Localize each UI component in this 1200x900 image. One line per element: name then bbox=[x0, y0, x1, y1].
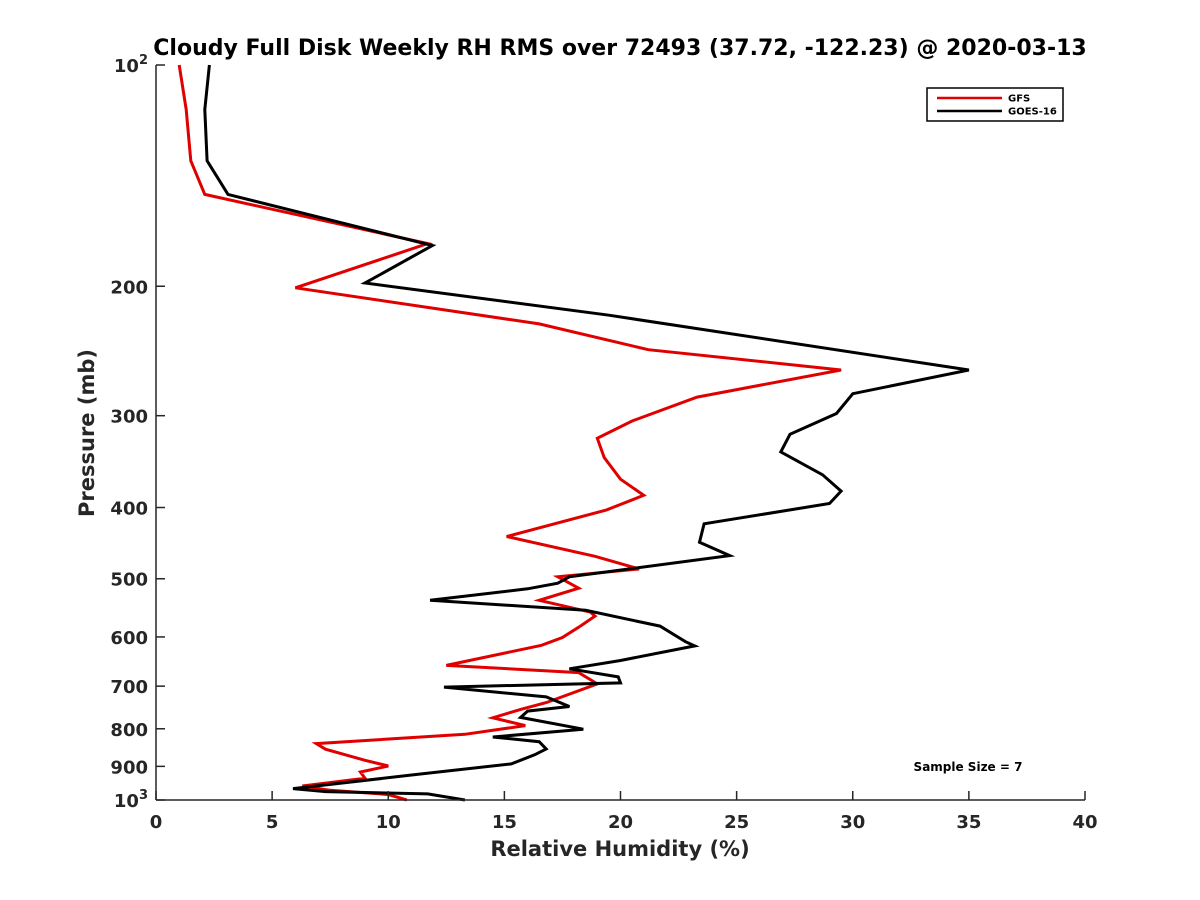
y-tick-label: 700 bbox=[110, 677, 148, 698]
chart-title: Cloudy Full Disk Weekly RH RMS over 7249… bbox=[153, 36, 1086, 61]
x-tick-label: 20 bbox=[608, 812, 633, 833]
series-layer bbox=[177, 64, 970, 802]
legend-label: GOES-16 bbox=[1008, 107, 1057, 118]
axes-layer: 0 5 10 15 20 25 30 35 40 102 200 300 400 500 600 700 800… bbox=[110, 53, 1097, 833]
x-tick-label: 15 bbox=[492, 812, 517, 833]
y-tick-label: 800 bbox=[110, 720, 148, 741]
legend-label: GFS bbox=[1008, 94, 1030, 105]
x-tick-label: 35 bbox=[956, 812, 981, 833]
series-line-goes-16 bbox=[203, 64, 970, 802]
y-tick-label: 900 bbox=[110, 757, 148, 778]
x-tick-label: 30 bbox=[840, 812, 865, 833]
x-tick-label: 5 bbox=[266, 812, 279, 833]
legend-box bbox=[926, 87, 1064, 122]
y-tick-label: 200 bbox=[110, 277, 148, 298]
x-tick-label: 0 bbox=[150, 812, 163, 833]
y-axis-label: Pressure (mb) bbox=[75, 349, 99, 517]
y-tick-label: 103 bbox=[114, 788, 148, 812]
y-tick-label: 500 bbox=[110, 570, 148, 591]
y-tick-label: 600 bbox=[110, 628, 148, 649]
y-tick-label: 300 bbox=[110, 407, 148, 428]
legend: GFS GOES-16 bbox=[926, 87, 1064, 122]
x-tick-label: 25 bbox=[724, 812, 749, 833]
y-tick-label: 400 bbox=[110, 499, 148, 520]
y-tick-label: 102 bbox=[114, 53, 148, 77]
x-axis-label: Relative Humidity (%) bbox=[490, 837, 749, 861]
x-tick-label: 10 bbox=[376, 812, 401, 833]
x-tick-label: 40 bbox=[1072, 812, 1097, 833]
sample-size-annotation: Sample Size = 7 bbox=[914, 760, 1023, 774]
